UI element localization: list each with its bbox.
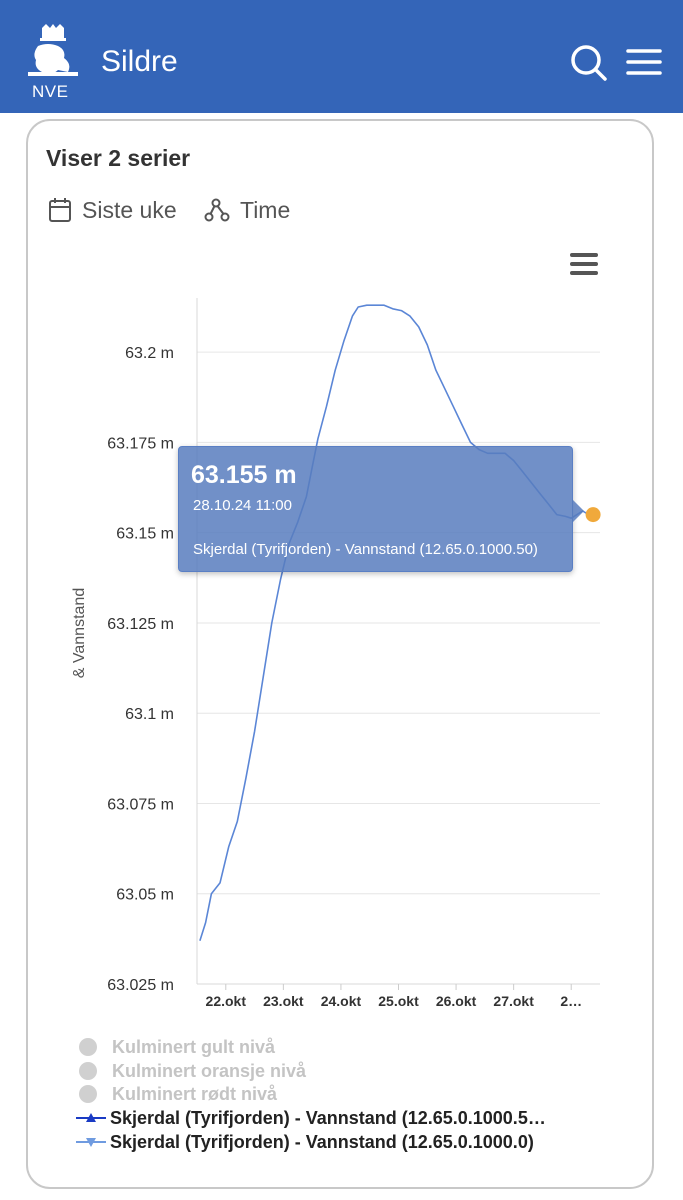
legend-label: Skjerdal (Tyrifjorden) - Vannstand (12.6… bbox=[110, 1107, 546, 1128]
x-tick-label: 23.okt bbox=[263, 993, 304, 1009]
chart-menu-icon[interactable] bbox=[568, 250, 600, 278]
y-tick-label: 63.15 m bbox=[116, 526, 174, 543]
legend-dot-icon bbox=[79, 1038, 97, 1056]
x-tick-label: 24.okt bbox=[321, 993, 362, 1009]
app-title: Sildre bbox=[101, 45, 178, 78]
legend-label: Kulminert oransje nivå bbox=[112, 1060, 307, 1081]
x-tick-label: 22.okt bbox=[206, 993, 247, 1009]
search-icon[interactable] bbox=[568, 42, 608, 82]
highlight-point bbox=[585, 507, 601, 523]
legend-item-orange[interactable]: Kulminert oransje nivå bbox=[76, 1060, 306, 1082]
legend-item-red[interactable]: Kulminert rødt nivå bbox=[76, 1083, 277, 1105]
chart-tooltip: 63.155 m 28.10.24 11:00 Skjerdal (Tyrifj… bbox=[178, 446, 584, 572]
y-tick-label: 63.2 m bbox=[125, 345, 174, 362]
legend-item-series-2[interactable]: Skjerdal (Tyrifjorden) - Vannstand (12.6… bbox=[76, 1131, 534, 1153]
chart-card bbox=[26, 119, 654, 1189]
resolution-label: Time bbox=[240, 196, 291, 223]
x-tick-label: 25.okt bbox=[378, 993, 419, 1009]
card-title: Viser 2 serier bbox=[46, 145, 191, 171]
water-level-chart: 63.025 m 63.05 m 63.075 m 63.1 m 63.125 m 63.… bbox=[71, 298, 601, 1009]
logo-text: NVE bbox=[32, 82, 69, 101]
tooltip-date: 28.10.24 11:00 bbox=[193, 497, 292, 514]
legend-dot-icon bbox=[79, 1062, 97, 1080]
y-axis-title: & Vannstand bbox=[71, 588, 88, 678]
y-tick-label: 63.025 m bbox=[107, 977, 174, 994]
legend-item-yellow[interactable]: Kulminert gult nivå bbox=[76, 1036, 275, 1058]
legend-item-series-1[interactable]: Skjerdal (Tyrifjorden) - Vannstand (12.6… bbox=[76, 1107, 546, 1129]
hamburger-menu-icon[interactable] bbox=[624, 42, 664, 82]
tooltip-series: Skjerdal (Tyrifjorden) - Vannstand (12.6… bbox=[193, 541, 538, 558]
triangle-down-line-icon bbox=[76, 1138, 106, 1147]
graph-nodes-icon bbox=[204, 198, 230, 222]
y-tick-label: 63.075 m bbox=[107, 796, 174, 813]
legend-label: Kulminert rødt nivå bbox=[112, 1083, 278, 1104]
x-tick-label: 26.okt bbox=[436, 993, 477, 1009]
nve-logo-icon bbox=[28, 24, 78, 76]
y-tick-label: 63.175 m bbox=[107, 435, 174, 452]
x-tick-label: 27.okt bbox=[493, 993, 534, 1009]
period-label: Siste uke bbox=[82, 196, 177, 223]
app-header: NVE Sildre bbox=[0, 0, 683, 113]
y-tick-label: 63.125 m bbox=[107, 616, 174, 633]
resolution-selector[interactable]: Time bbox=[204, 195, 290, 225]
legend-dot-icon bbox=[79, 1085, 97, 1103]
y-tick-label: 63.1 m bbox=[125, 706, 174, 723]
x-tick-label: 2… bbox=[560, 993, 582, 1009]
calendar-icon bbox=[49, 198, 71, 222]
tooltip-value: 63.155 m bbox=[191, 461, 297, 489]
triangle-up-line-icon bbox=[76, 1113, 106, 1122]
y-tick-label: 63.05 m bbox=[116, 887, 174, 904]
period-selector[interactable]: Siste uke bbox=[48, 195, 177, 225]
legend-label: Kulminert gult nivå bbox=[112, 1036, 276, 1057]
legend-label: Skjerdal (Tyrifjorden) - Vannstand (12.6… bbox=[110, 1131, 534, 1152]
